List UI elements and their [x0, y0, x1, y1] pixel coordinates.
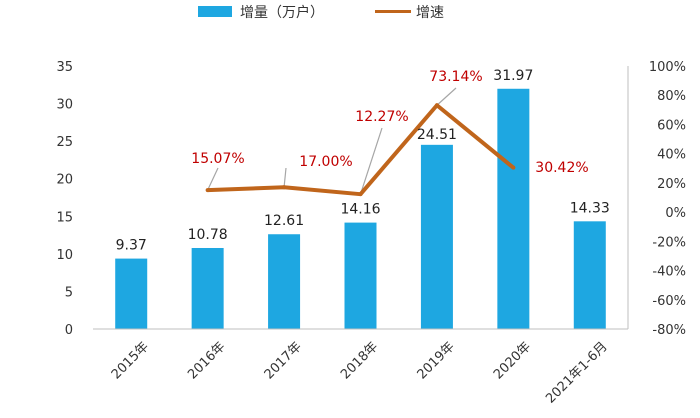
growth-point [358, 192, 363, 197]
bar [268, 234, 301, 329]
rate-callouts [207, 87, 457, 195]
left-tick-label: 35 [56, 60, 73, 75]
right-tick-label: -80% [652, 323, 686, 338]
rate-value-label: 15.07% [191, 151, 244, 167]
bar-value-label: 14.16 [340, 202, 380, 218]
bar-value-label: 9.37 [116, 238, 147, 254]
right-tick-label: 20% [657, 177, 686, 192]
growth-point [511, 165, 516, 170]
legend-label-line: 增速 [416, 5, 444, 21]
left-tick-label: 0 [65, 323, 73, 338]
right-tick-label: 100% [649, 60, 686, 75]
right-tick-label: -20% [652, 235, 686, 250]
bar-value-label: 31.97 [493, 68, 533, 84]
bar [573, 221, 606, 329]
data-labels: 9.37 10.78 12.61 14.16 24.51 31.97 14.33 15.07%… [116, 68, 610, 254]
left-tick-label: 5 [65, 285, 73, 300]
growth-point [434, 103, 439, 108]
bar [420, 144, 453, 329]
right-tick-label: 40% [657, 148, 686, 163]
right-tick-label: 60% [657, 118, 686, 133]
legend-label-bar: 增量（万户） [240, 4, 324, 21]
bar-value-label: 12.61 [264, 213, 304, 229]
bar [344, 222, 377, 329]
right-axis: -80% -60% -40% -20% 0% 20% 40% 60% 80% 100% [627, 60, 686, 338]
right-tick-label: -40% [652, 265, 686, 280]
bar-value-label: 14.33 [570, 200, 610, 216]
bar [497, 88, 530, 330]
bar-value-label: 10.78 [188, 227, 228, 243]
right-tick-label: 0% [665, 206, 686, 221]
line-series [205, 103, 516, 197]
rate-leader-line [359, 127, 383, 195]
growth-point [205, 188, 210, 193]
left-axis: 0 5 10 15 20 25 30 35 [56, 60, 73, 338]
left-tick-label: 25 [56, 135, 73, 150]
left-tick-label: 30 [56, 98, 73, 113]
x-tick-label: 2015年 [109, 339, 152, 382]
rate-value-label: 30.42% [535, 160, 588, 176]
right-tick-label: -60% [652, 294, 686, 309]
bar [115, 258, 148, 329]
rate-value-label: 17.00% [299, 154, 352, 170]
x-tick-label: 2016年 [185, 339, 228, 382]
x-tick-label: 2017年 [262, 339, 305, 382]
left-tick-label: 10 [56, 248, 73, 263]
left-tick-label: 15 [56, 210, 73, 225]
x-tick-label: 2019年 [415, 339, 458, 382]
bar-value-label: 24.51 [417, 127, 457, 143]
bar-series [115, 88, 606, 330]
rate-value-label: 73.14% [429, 69, 482, 85]
right-tick-label: 80% [657, 89, 686, 104]
growth-point [282, 185, 287, 190]
rate-leader-line [436, 87, 457, 106]
x-axis: 2015年 2016年 2017年 2018年 2019年 2020年 2021年1-6月 [93, 328, 628, 407]
x-tick-label: 2018年 [338, 339, 381, 382]
legend-swatch-bar [198, 6, 232, 17]
legend: 增量（万户） 增速 [198, 4, 444, 21]
x-tick-label: 2020年 [491, 339, 534, 382]
bar [191, 247, 224, 329]
rate-leader-line [207, 167, 219, 191]
rate-value-label: 12.27% [355, 109, 408, 125]
rate-leader-line [283, 167, 287, 188]
x-tick-label: 2021年1-6月 [543, 339, 610, 406]
left-tick-label: 20 [56, 173, 73, 188]
